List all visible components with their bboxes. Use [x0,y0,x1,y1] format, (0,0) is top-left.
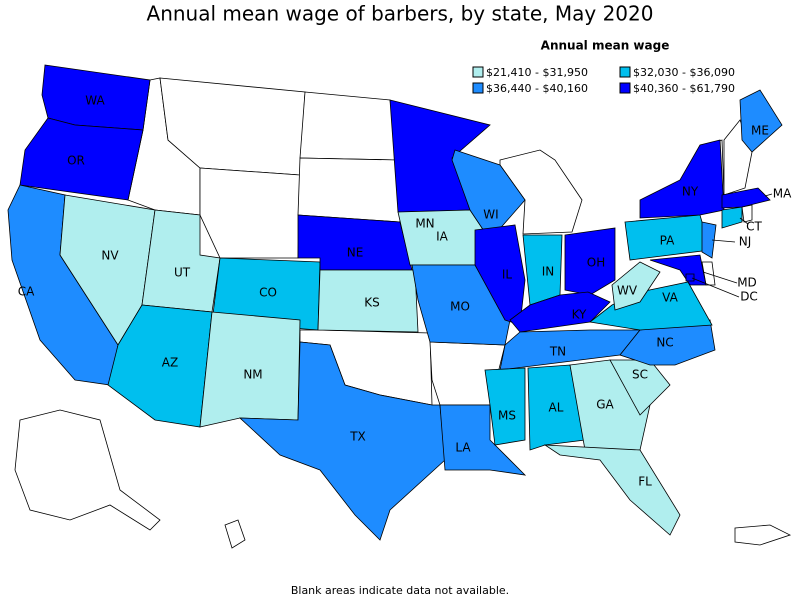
state [721,206,743,229]
state [721,187,771,209]
leader-line [711,239,736,243]
leader-line [702,271,738,284]
state-label: SC [632,368,648,382]
state-label: CT [746,220,762,234]
state-label: IN [542,265,555,279]
state-label: WI [483,208,498,222]
state-label: KS [364,296,380,310]
states [7,64,783,541]
state-label: NV [101,249,119,263]
state-label: ME [751,124,769,138]
leader-line [739,217,749,225]
state-label: IA [436,230,449,244]
state-label: NE [347,246,364,260]
footnote: Blank areas indicate data not available. [291,584,509,597]
state-label: IL [502,268,513,282]
state [224,519,246,549]
state-label: AZ [162,356,178,370]
state-label: LA [455,441,471,455]
state-label: CA [18,285,35,299]
state [14,409,161,531]
legend-swatch [619,66,631,78]
state-label: WA [85,94,105,108]
legend-label: $36,440 - $40,160 [486,82,588,95]
state [639,139,725,219]
state-label: MN [415,217,434,231]
state [527,364,586,451]
leader-line [764,193,773,197]
state-label: CO [259,286,277,300]
legend-label: $40,360 - $61,790 [633,82,735,95]
state-label: VA [662,291,678,305]
state-label: NM [243,368,262,382]
map-title: Annual mean wage of barbers, by state, M… [147,2,654,26]
state-label: WV [617,284,638,298]
state-label: PA [660,234,675,248]
state-label: MD [737,276,757,290]
state [739,89,783,153]
state-label: TX [349,430,366,444]
legend-title: Annual mean wage [541,39,670,53]
legend: $21,410 - $31,950 $32,030 - $36,090 $36,… [472,66,735,95]
state [685,273,695,282]
leader-lines [691,193,773,298]
state [238,341,446,541]
state [199,167,301,259]
legend-swatch [619,82,631,94]
state [509,291,611,333]
state [19,117,144,201]
state [589,281,713,331]
state [317,269,419,333]
state-label: OH [587,256,605,270]
state [299,91,399,161]
state-label: MS [498,409,516,423]
state [611,261,661,311]
state-label: NJ [739,235,752,249]
state [701,221,717,259]
state-label: DC [740,290,758,304]
state-label: MA [773,187,792,201]
legend-label: $32,030 - $36,090 [633,66,735,79]
state-label: NC [656,336,673,350]
state-label: UT [174,266,191,280]
legend-swatch [472,66,484,78]
state-label: GA [596,398,614,412]
state-label: MO [450,300,470,314]
legend-swatch [472,82,484,94]
state [564,227,616,296]
state-label: KY [572,308,587,322]
state-label: OR [67,154,85,168]
state-label: TN [549,345,566,359]
leader-line [691,277,740,298]
state-label: NY [682,185,699,199]
legend-label: $21,410 - $31,950 [486,66,588,79]
state-label: FL [638,475,652,489]
state [297,157,401,223]
state-label: AL [549,401,564,415]
state [543,444,681,536]
state [734,524,792,546]
state [484,367,526,446]
